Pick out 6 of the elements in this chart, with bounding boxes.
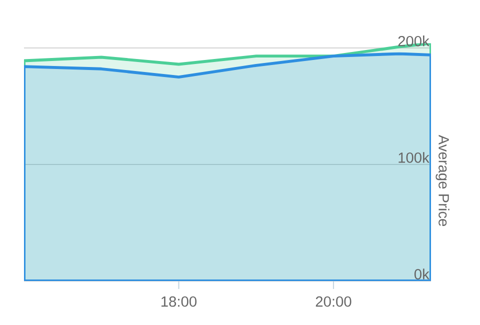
y-axis-title: Average Price xyxy=(436,134,450,226)
y-tick-label: 0k xyxy=(414,268,430,280)
y-tick-label: 100k xyxy=(398,152,430,163)
x-tick-label: 20:00 xyxy=(316,296,352,307)
y-tick-label: 200k xyxy=(398,36,430,46)
x-tick-label: 18:00 xyxy=(162,296,197,307)
